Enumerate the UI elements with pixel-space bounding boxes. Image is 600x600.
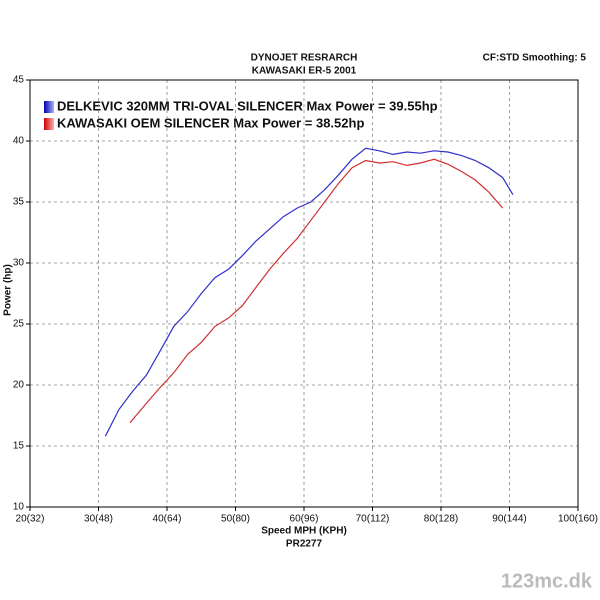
x-tick-label: 20(32) (16, 514, 45, 525)
x-tick-label: 30(48) (84, 514, 113, 525)
x-axis-title: Speed MPH (KPH) (261, 526, 347, 537)
legend-label: KAWASAKI OEM SILENCER Max Power = 38.52h… (57, 115, 364, 130)
settings-label: CF:STD Smoothing: 5 (483, 53, 587, 64)
x-tick-label: 50(80) (221, 514, 250, 525)
y-tick-label: 15 (13, 441, 25, 452)
chart-title: DYNOJET RESRARCH (251, 53, 358, 64)
x-tick-label: 80(128) (424, 514, 458, 525)
run-label: PR2277 (286, 539, 323, 550)
legend-label: DELKEVIC 320MM TRI-OVAL SILENCER Max Pow… (57, 98, 438, 113)
x-tick-label: 100(160) (558, 514, 598, 525)
x-tick-label: 90(144) (492, 514, 526, 525)
plot-frame (29, 79, 579, 508)
legend-swatch (44, 101, 54, 113)
chart-subtitle: KAWASAKI ER-5 2001 (252, 66, 357, 77)
y-tick-label: 35 (13, 197, 25, 208)
data-line (104, 147, 514, 437)
legend: DELKEVIC 320MM TRI-OVAL SILENCER Max Pow… (44, 98, 438, 130)
y-tick-label: 45 (13, 75, 25, 86)
data-line (129, 158, 504, 424)
y-tick-label: 10 (13, 502, 25, 513)
y-tick-label: 25 (13, 319, 25, 330)
y-tick-label: 40 (13, 136, 25, 147)
y-axis-title: Power (hp) (3, 264, 14, 316)
watermark: 123mc.dk (501, 570, 593, 592)
y-tick-label: 20 (13, 380, 25, 391)
legend-swatch (44, 118, 54, 130)
x-tick-label: 70(112) (356, 514, 390, 525)
x-tick-label: 40(64) (153, 514, 182, 525)
y-tick-label: 30 (13, 258, 25, 269)
x-tick-label: 60(96) (290, 514, 319, 525)
